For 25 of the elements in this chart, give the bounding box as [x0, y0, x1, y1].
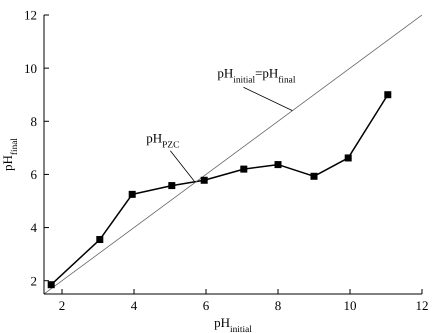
y-tick-label: 4	[30, 220, 38, 236]
point	[48, 281, 55, 288]
point	[128, 190, 136, 198]
point	[384, 91, 392, 98]
annotation: pH$_{initial}$=pH$_{final}$	[217, 65, 296, 86]
point	[240, 166, 248, 173]
point	[96, 236, 104, 244]
x-axis-title: pH$_{initial}$	[214, 315, 252, 333]
point	[344, 154, 352, 162]
y-tick-label: 10	[24, 60, 37, 76]
x-tick-label: 4	[130, 298, 138, 314]
x-tick-label: 6	[202, 298, 210, 314]
x-tick-label: 10	[344, 298, 356, 314]
x-tick-label: 2	[58, 298, 66, 314]
y-tick-label: 12	[24, 8, 37, 23]
point	[310, 172, 318, 180]
x-tick-label: 12	[416, 298, 428, 314]
x-tick-label: 8	[274, 298, 282, 314]
y-tick-label: 2	[30, 273, 37, 288]
y-tick-label: 6	[30, 167, 38, 182]
point	[200, 176, 208, 184]
annotation: pH$_{PZC}$	[146, 130, 180, 151]
point	[168, 182, 176, 190]
point	[274, 161, 282, 168]
y-tick-label: 8	[30, 114, 37, 129]
